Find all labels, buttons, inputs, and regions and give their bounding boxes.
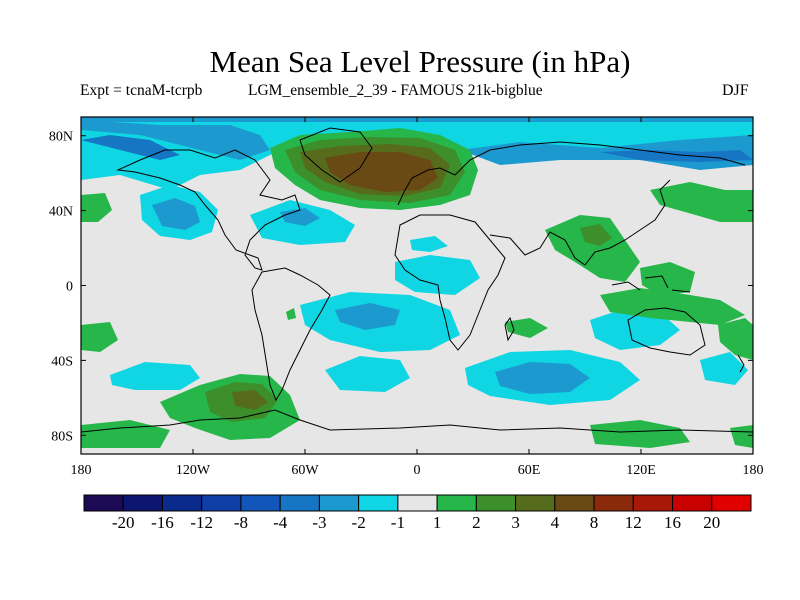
arctic-low-inner — [81, 120, 270, 160]
y-tick-label: 80N — [49, 130, 73, 145]
x-tick-label: 60W — [291, 463, 319, 478]
y-tick-label: 0 — [66, 280, 73, 295]
x-tick-label: 60E — [518, 463, 541, 478]
madagascar-coast — [504, 316, 515, 342]
tropical-atlantic-low — [395, 255, 480, 295]
antarctic-high-west — [81, 420, 170, 448]
maritime-high — [600, 288, 745, 325]
x-tick-label: 120W — [176, 463, 211, 478]
colorbar-box — [161, 494, 203, 512]
north-pacific-high-east — [81, 193, 112, 222]
colorbar-box — [711, 494, 752, 512]
colorbar-boxes — [83, 494, 752, 512]
colorbar-box — [279, 494, 320, 512]
greenland-coast — [299, 127, 373, 183]
colorbar-box — [122, 494, 163, 512]
colorbar-box — [515, 494, 556, 512]
asia-high-core — [580, 224, 612, 246]
colorbar-label: 3 — [511, 513, 520, 532]
europe-coast — [397, 141, 746, 206]
colorbar-label: -20 — [112, 513, 135, 532]
southern-atlantic-high — [286, 308, 296, 320]
colorbar-box — [318, 494, 360, 512]
antarctic-high-east — [730, 425, 753, 448]
indian-ocean-low — [590, 310, 680, 350]
colorbar-box — [672, 494, 713, 512]
south-pacific-low — [110, 362, 200, 390]
colorbar-box — [397, 494, 438, 512]
southern-indian-low-core — [495, 362, 590, 394]
colorbar-box — [436, 494, 477, 512]
west-atlantic-low-core — [280, 208, 320, 226]
x-tick-label: 0 — [414, 463, 421, 478]
colorbar-label: 8 — [590, 513, 599, 532]
coastlines — [81, 127, 753, 433]
colorbar-box — [475, 494, 517, 512]
north-pacific-high-west — [650, 182, 753, 222]
east-arctic-low-core — [600, 150, 753, 162]
east-asia-coast — [609, 179, 671, 249]
colorbar-label: -8 — [234, 513, 248, 532]
colorbar-labels: -20 -16 -12 -8 -4 -3 -2 -1 1 2 3 4 8 12 16 20 — [112, 513, 720, 532]
colorbar-label: -12 — [190, 513, 213, 532]
colorbar-label: 1 — [433, 513, 442, 532]
arabia-india-coast — [489, 231, 611, 266]
south-atlantic-mid-low — [325, 356, 410, 392]
x-tick-label: 180 — [743, 463, 764, 478]
x-tick-label: 120E — [626, 463, 656, 478]
colorbar-box — [201, 494, 242, 512]
season-label: DJF — [722, 82, 749, 99]
north-america-coast — [116, 149, 301, 271]
africa-coast — [394, 214, 506, 351]
australia-coast — [627, 307, 706, 356]
colorbar-label: -3 — [312, 513, 326, 532]
colorbar-label: 2 — [472, 513, 481, 532]
colorbar-label: 20 — [703, 513, 720, 532]
colorbar-label: 16 — [664, 513, 681, 532]
y-tick-label: 80S — [51, 429, 73, 444]
colorbar-box — [554, 494, 595, 512]
aus-east-high — [718, 318, 753, 360]
antarctica-coast — [81, 409, 753, 433]
colorbar-label: -4 — [273, 513, 288, 532]
west-pacific-high — [640, 262, 695, 296]
colorbar-box — [593, 494, 634, 512]
colorbar-box — [632, 494, 674, 512]
experiment-label: Expt = tcnaM-tcrpb — [80, 82, 203, 99]
south-pacific-high-east — [81, 322, 118, 352]
indian-high-small — [505, 318, 548, 338]
axis-ticks: 180 120W 60W 0 60E 120E 180 80N 40N 0 40S 80S — [49, 117, 764, 478]
chart-title: Mean Sea Level Pressure (in hPa) — [209, 44, 631, 79]
asia-high — [545, 215, 640, 282]
colorbar-box — [240, 494, 281, 512]
antarctic-high-mid — [590, 420, 690, 448]
south-pacific-high-inner — [232, 390, 268, 410]
y-tick-label: 40N — [49, 205, 73, 220]
y-tick-label: 40S — [51, 354, 73, 369]
colorbar-label: 12 — [625, 513, 642, 532]
north-africa-low — [410, 236, 448, 252]
colorbar-label: -16 — [151, 513, 174, 532]
indonesia-coast — [611, 275, 691, 293]
tasman-low — [700, 352, 748, 385]
x-tick-label: 180 — [71, 463, 92, 478]
colorbar-label: 4 — [551, 513, 560, 532]
new-zealand-coast — [737, 354, 745, 373]
colorbar-label: -2 — [352, 513, 366, 532]
south-atlantic-low-core — [335, 303, 400, 330]
colorbar-box — [358, 494, 399, 512]
south-america-coast — [251, 267, 331, 402]
colorbar-box — [83, 494, 124, 512]
north-pacific-low-core — [152, 198, 200, 230]
run-label: LGM_ensemble_2_39 - FAMOUS 21k-bigblue — [248, 82, 543, 99]
colorbar-label: -1 — [391, 513, 405, 532]
